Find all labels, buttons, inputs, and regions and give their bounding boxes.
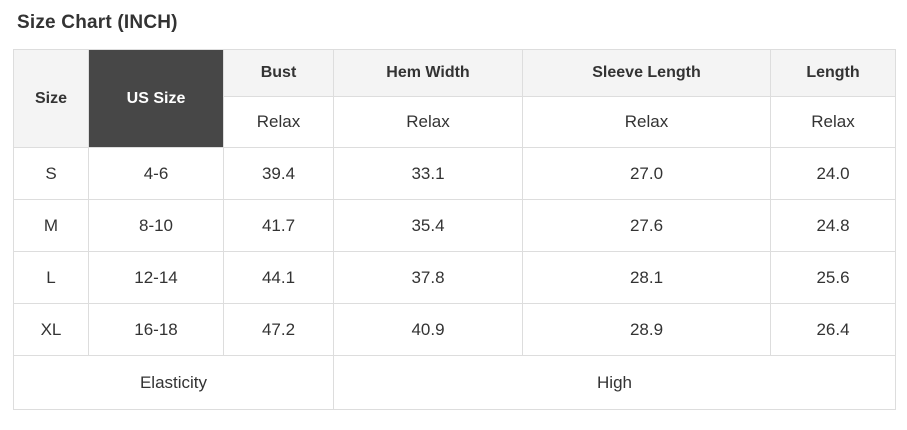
size-cell: S: [13, 147, 89, 200]
header-length: Length: [770, 49, 896, 97]
elasticity-value: High: [333, 355, 896, 410]
size-chart-table: Size US Size Bust Hem Width Sleeve Lengt…: [13, 49, 896, 410]
us-size-cell: 12-14: [88, 251, 224, 304]
hem-width-value: 33.1: [333, 147, 523, 200]
page-title: Size Chart (INCH): [17, 12, 178, 33]
bust-value: 41.7: [223, 199, 334, 252]
header-bust: Bust: [223, 49, 334, 97]
sleeve-length-value: 27.6: [522, 199, 771, 252]
length-value: 24.0: [770, 147, 896, 200]
hem-width-value: 35.4: [333, 199, 523, 252]
us-size-cell: 16-18: [88, 303, 224, 356]
hem-width-value: 40.9: [333, 303, 523, 356]
length-value: 24.8: [770, 199, 896, 252]
table-row-elasticity: Elasticity High: [13, 355, 896, 410]
fit-sleeve-length: Relax: [522, 96, 771, 148]
header-row-fit: Relax Relax Relax Relax: [14, 96, 896, 148]
fit-hem-width: Relax: [333, 96, 523, 148]
header-hem-width: Hem Width: [333, 49, 523, 97]
length-value: 26.4: [770, 303, 896, 356]
table-row-s: S 4-6 39.4 33.1 27.0 24.0: [13, 147, 896, 200]
size-cell: XL: [13, 303, 89, 356]
table-row-l: L 12-14 44.1 37.8 28.1 25.6: [13, 251, 896, 304]
sleeve-length-value: 28.9: [522, 303, 771, 356]
table-row-m: M 8-10 41.7 35.4 27.6 24.8: [13, 199, 896, 252]
fit-bust: Relax: [223, 96, 334, 148]
header-us-size: US Size: [88, 49, 224, 148]
bust-value: 47.2: [223, 303, 334, 356]
fit-length: Relax: [770, 96, 896, 148]
size-chart-page: Size Chart (INCH) Size US Size Bust Hem …: [13, 12, 896, 410]
us-size-cell: 4-6: [88, 147, 224, 200]
size-cell: L: [13, 251, 89, 304]
header-sleeve-length: Sleeve Length: [522, 49, 771, 97]
sleeve-length-value: 28.1: [522, 251, 771, 304]
sleeve-length-value: 27.0: [522, 147, 771, 200]
hem-width-value: 37.8: [333, 251, 523, 304]
header-row-measures: Size US Size Bust Hem Width Sleeve Lengt…: [13, 49, 896, 148]
us-size-cell: 8-10: [88, 199, 224, 252]
bust-value: 39.4: [223, 147, 334, 200]
length-value: 25.6: [770, 251, 896, 304]
elasticity-label: Elasticity: [13, 355, 334, 410]
size-cell: M: [13, 199, 89, 252]
bust-value: 44.1: [223, 251, 334, 304]
table-row-xl: XL 16-18 47.2 40.9 28.9 26.4: [13, 303, 896, 356]
header-size: Size: [13, 49, 89, 148]
